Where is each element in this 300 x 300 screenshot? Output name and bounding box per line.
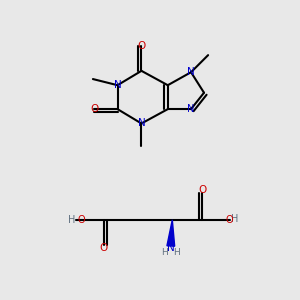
Text: N: N [138, 118, 145, 128]
Text: O: O [77, 214, 85, 224]
Text: O: O [137, 41, 146, 51]
Text: H: H [173, 248, 179, 257]
Text: N: N [167, 243, 175, 254]
Text: H: H [231, 214, 238, 224]
Text: O: O [90, 104, 98, 114]
Text: O: O [100, 243, 108, 253]
Text: H: H [161, 248, 168, 257]
Text: O: O [198, 184, 206, 194]
Polygon shape [167, 220, 175, 246]
Text: H: H [68, 214, 75, 224]
Text: N: N [187, 104, 195, 114]
Text: O: O [226, 214, 233, 224]
Text: N: N [114, 80, 122, 90]
Text: N: N [187, 67, 195, 77]
